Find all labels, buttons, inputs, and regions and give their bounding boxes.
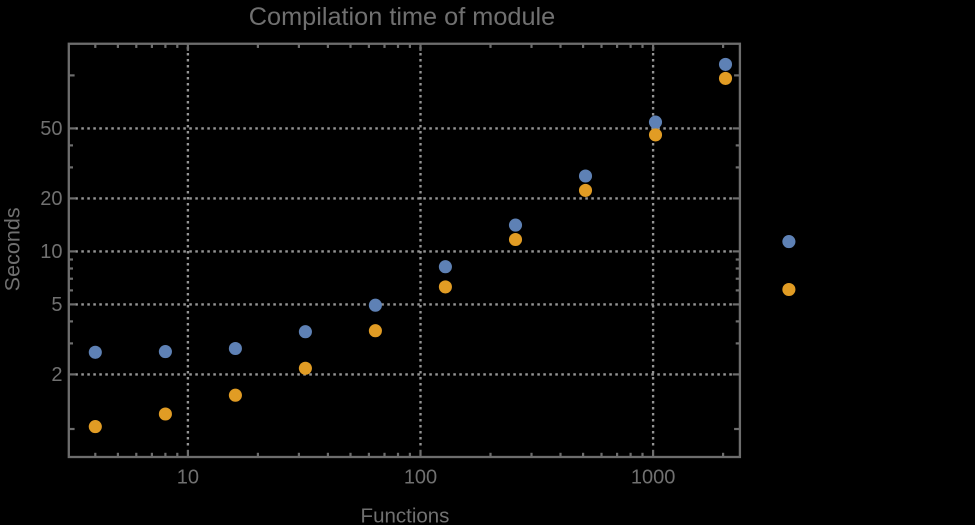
svg-text:2: 2 (51, 364, 62, 386)
svg-text:20: 20 (40, 188, 62, 210)
svg-text:Functions: Functions (361, 504, 450, 525)
svg-text:Seconds: Seconds (0, 207, 25, 291)
svg-text:10: 10 (40, 241, 62, 263)
svg-text:5: 5 (51, 294, 62, 316)
svg-text:Compilation time of module: Compilation time of module (249, 3, 556, 31)
svg-text:1000: 1000 (631, 467, 676, 489)
svg-text:100: 100 (404, 467, 437, 489)
svg-text:10: 10 (177, 467, 199, 489)
svg-text:50: 50 (40, 118, 62, 140)
